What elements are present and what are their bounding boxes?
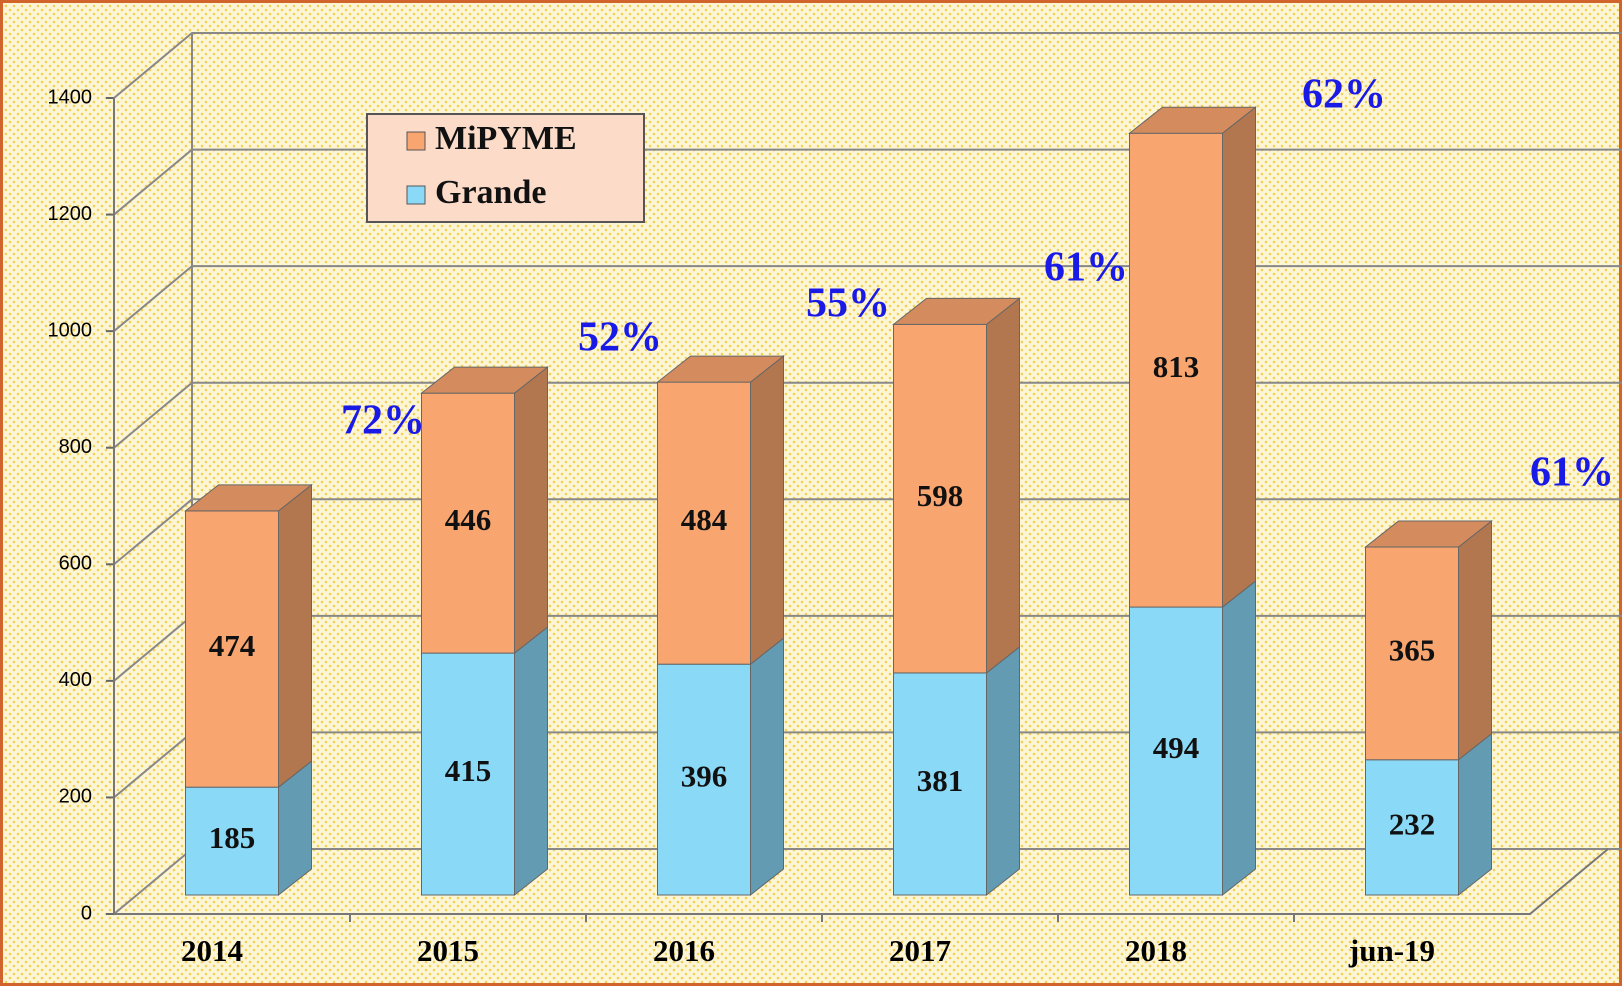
- y-tick-label: 400: [59, 669, 92, 691]
- y-tick-label: 800: [59, 436, 92, 458]
- annotation: 55%: [806, 281, 890, 327]
- bar-side: [514, 626, 548, 897]
- bar-side: [1222, 106, 1256, 609]
- bar-side: [1222, 580, 1256, 897]
- data-label: 381: [917, 763, 964, 798]
- bar-side: [1458, 732, 1492, 897]
- y-tick-label: 1000: [48, 319, 93, 341]
- bar: [657, 663, 751, 896]
- y-tick-label: 0: [81, 902, 92, 924]
- data-label: 185: [209, 820, 256, 855]
- data-label: 813: [1153, 349, 1200, 384]
- legend-label: MiPYME: [435, 120, 577, 157]
- legend-label: Grande: [435, 174, 546, 211]
- annotation: 61%: [1044, 245, 1128, 291]
- data-label: 474: [209, 628, 256, 663]
- bar-top: [1364, 520, 1493, 548]
- annotation: 61%: [1530, 450, 1614, 496]
- bar: [1365, 546, 1459, 761]
- annotation: 52%: [578, 315, 662, 361]
- bar: [657, 381, 751, 665]
- data-label: 598: [917, 478, 964, 513]
- y-tick-label: 600: [59, 553, 92, 575]
- annotation: 62%: [1302, 72, 1386, 118]
- data-label: 484: [681, 502, 728, 537]
- bar-side: [750, 637, 784, 897]
- bar-side: [986, 645, 1020, 897]
- y-tick-label: 1400: [48, 86, 93, 108]
- legend-swatch: [406, 185, 426, 205]
- bar-top: [656, 355, 785, 383]
- bar: [893, 672, 987, 896]
- bar-top: [184, 484, 313, 512]
- bar-side: [1458, 520, 1492, 761]
- bar-side: [514, 366, 548, 655]
- y-tick-label: 1200: [48, 203, 93, 225]
- data-label: 396: [681, 759, 728, 794]
- x-tick-label: jun-19: [1348, 933, 1435, 968]
- legend: MiPYME Grande: [366, 113, 645, 223]
- data-label: 446: [445, 502, 492, 537]
- data-label: 415: [445, 753, 492, 788]
- data-label: 494: [1153, 730, 1200, 765]
- bar-top: [892, 297, 1021, 325]
- annotation: 72%: [341, 398, 425, 444]
- bar: [1129, 132, 1223, 608]
- legend-swatch: [406, 131, 426, 151]
- bar: [421, 652, 515, 896]
- bar-side: [278, 483, 312, 789]
- bar: [1365, 759, 1459, 896]
- bar-top: [1128, 106, 1257, 134]
- x-tick-label: 2017: [889, 933, 951, 968]
- x-tick-label: 2018: [1125, 933, 1187, 968]
- bar-side: [750, 355, 784, 666]
- bar: [185, 786, 279, 896]
- bar-top: [420, 366, 549, 394]
- data-label: 232: [1389, 806, 1436, 841]
- x-tick-label: 2015: [417, 933, 479, 968]
- x-tick-label: 2016: [653, 933, 715, 968]
- y-tick-label: 200: [59, 786, 92, 808]
- bar: [185, 510, 279, 788]
- x-tick-label: 2014: [181, 933, 243, 968]
- bar: [1129, 606, 1223, 896]
- bar: [893, 323, 987, 674]
- bar-side: [986, 297, 1020, 674]
- data-label: 365: [1389, 633, 1436, 668]
